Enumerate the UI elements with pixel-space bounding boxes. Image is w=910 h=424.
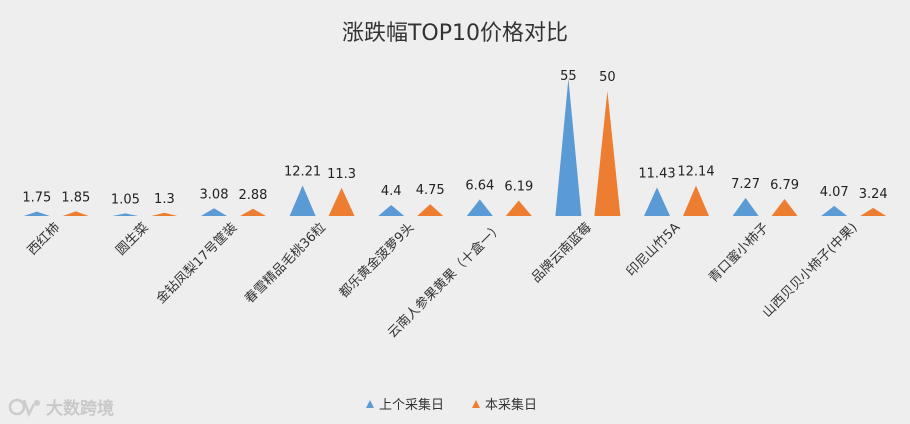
x-tick-label: 印尼山竹5A bbox=[624, 220, 684, 280]
data-spike bbox=[378, 205, 405, 216]
x-tick-label: 都乐黄金菠萝9头 bbox=[336, 220, 418, 302]
data-spike bbox=[151, 212, 178, 216]
data-spike bbox=[62, 211, 89, 216]
data-label: 6.64 bbox=[465, 178, 494, 193]
data-spike bbox=[505, 200, 532, 216]
legend-label: 本采集日 bbox=[485, 397, 537, 413]
data-spike bbox=[732, 197, 759, 216]
data-label: 6.79 bbox=[770, 178, 799, 193]
data-spike bbox=[860, 207, 887, 216]
data-spike bbox=[239, 208, 266, 216]
watermark-text: 大数跨境 bbox=[46, 399, 114, 419]
data-label: 12.14 bbox=[677, 165, 714, 180]
watermark: 大数跨境 bbox=[8, 394, 114, 419]
data-spike bbox=[644, 187, 671, 216]
data-spike bbox=[594, 91, 621, 216]
x-tick-label: 青口蜜小柿子 bbox=[705, 220, 771, 286]
data-label: 3.24 bbox=[859, 187, 888, 202]
chart-title: 涨跌幅TOP10价格对比 bbox=[342, 21, 568, 46]
x-tick-label: 山西贝贝小柿子(中果) bbox=[759, 220, 860, 321]
x-tick-label: 西红柿 bbox=[24, 220, 63, 259]
data-label: 1.85 bbox=[61, 190, 90, 205]
x-tick-label: 金钻凤梨17号筐装 bbox=[153, 220, 240, 307]
data-spike bbox=[821, 205, 848, 216]
data-spike bbox=[466, 199, 493, 216]
brand-logo-icon bbox=[8, 398, 40, 417]
data-label: 11.3 bbox=[327, 167, 356, 182]
data-label: 55 bbox=[560, 69, 577, 84]
plot-area: 1.75 1.05 3.08 12.21 4.4 6.64 55 11.43 7.27 4.07 1… bbox=[22, 69, 887, 341]
data-label: 1.05 bbox=[111, 192, 140, 207]
data-label: 3.08 bbox=[200, 187, 229, 202]
data-spike bbox=[555, 78, 582, 216]
data-label: 4.75 bbox=[416, 183, 445, 198]
data-label: 4.07 bbox=[820, 185, 849, 200]
data-spike bbox=[289, 185, 316, 216]
data-label: 11.43 bbox=[638, 166, 675, 181]
data-spike bbox=[328, 187, 355, 216]
legend-label: 上个采集日 bbox=[379, 397, 444, 413]
data-spike bbox=[682, 185, 709, 216]
data-label: 7.27 bbox=[731, 177, 760, 192]
x-tick-label: 圆生菜 bbox=[114, 220, 152, 258]
data-spike bbox=[771, 199, 798, 216]
data-label: 12.21 bbox=[284, 164, 321, 179]
data-label: 4.4 bbox=[381, 184, 402, 199]
data-spike bbox=[417, 204, 444, 216]
legend-marker bbox=[366, 400, 374, 408]
data-label: 6.19 bbox=[504, 180, 533, 195]
x-tick-label: 春雪精品毛桃36粒 bbox=[242, 220, 329, 307]
data-label: 2.88 bbox=[239, 188, 268, 203]
data-spike bbox=[23, 211, 50, 216]
data-spike bbox=[201, 208, 228, 216]
data-label: 1.3 bbox=[154, 192, 175, 207]
legend-marker bbox=[472, 400, 480, 408]
legend: 上个采集日 本采集日 bbox=[366, 397, 537, 413]
x-tick-label: 品牌云南蓝莓 bbox=[528, 220, 594, 286]
data-label: 1.75 bbox=[22, 191, 51, 206]
data-spike bbox=[112, 213, 139, 216]
data-label: 50 bbox=[599, 70, 616, 85]
